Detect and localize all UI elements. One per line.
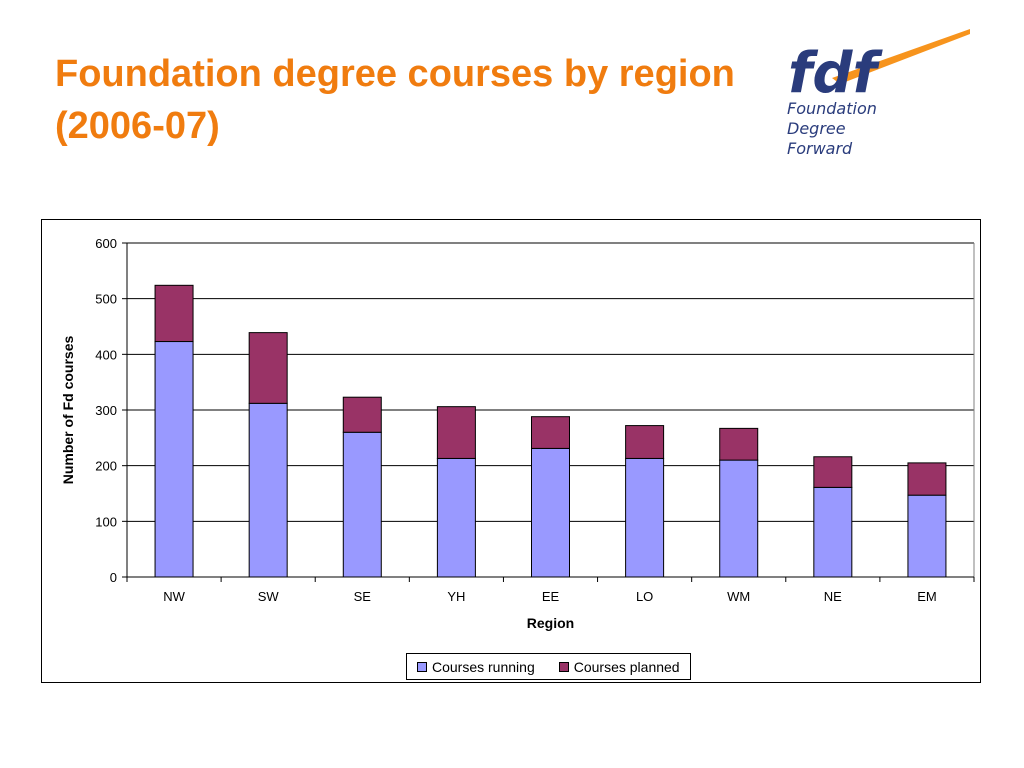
bar-lo-running — [625, 457, 665, 578]
bar-ee-planned — [531, 416, 570, 449]
bar-sw-running — [248, 402, 288, 578]
bar-lo-planned — [625, 425, 665, 459]
slide-title: Foundation degree courses by region (200… — [55, 53, 735, 147]
bar-se-planned — [342, 396, 382, 433]
y-axis-label: Number of Fd courses — [60, 336, 76, 485]
legend-item-running: Courses running — [417, 659, 535, 675]
bar-em-running — [907, 494, 947, 578]
y-tick-label: 300 — [95, 403, 117, 418]
chart-frame: 0 100 200 300 400 500 600 NW SW SE YH EE LO WM NE EM Reg… — [41, 219, 981, 683]
logo-line-2: Degree — [787, 119, 846, 138]
x-tick-label: EE — [542, 589, 560, 604]
bar-yh-running — [436, 457, 476, 578]
logo-line-3: Forward — [787, 139, 853, 158]
logo-mark: fdf — [788, 41, 883, 106]
y-tick-label: 100 — [95, 514, 117, 529]
x-tick-label: YH — [447, 589, 465, 604]
bar-wm-running — [719, 459, 759, 578]
y-tick-label: 600 — [95, 236, 117, 251]
x-tick-label: LO — [636, 589, 653, 604]
y-tick-label: 200 — [95, 459, 117, 474]
y-tick-label: 400 — [95, 347, 117, 362]
x-tick-label: SE — [354, 589, 372, 604]
y-tick-label: 500 — [95, 292, 117, 307]
logo-orange-swoosh — [832, 29, 970, 84]
x-tick-label: WM — [727, 589, 750, 604]
stacked-bar-chart: 0 100 200 300 400 500 600 NW SW SE YH EE LO WM NE EM Reg… — [60, 236, 975, 631]
x-tick-label: NW — [163, 589, 185, 604]
x-axis-label: Region — [527, 615, 574, 631]
x-tick-label: SW — [258, 589, 280, 604]
bar-nw-planned — [154, 284, 194, 343]
bar-ee-running — [531, 447, 570, 578]
bar-wm-planned — [719, 427, 759, 461]
bar-se-running — [342, 431, 382, 578]
bar-sw-planned — [248, 332, 288, 404]
legend-label-planned: Courses planned — [573, 658, 680, 675]
fdf-logo-icon: fdf — [788, 29, 970, 106]
legend-item-planned: Courses planned — [558, 658, 680, 675]
logo-text: Foundation Degree Forward — [787, 99, 877, 159]
x-tick-label: NE — [824, 589, 842, 604]
bar-ne-running — [813, 486, 853, 578]
bar-em-planned — [907, 462, 947, 496]
bar-nw-running — [154, 341, 194, 578]
legend-label-running: Courses running — [432, 658, 535, 675]
legend-swatch-planned — [558, 661, 569, 672]
bar-yh-planned — [436, 406, 476, 459]
bar-ne-planned — [813, 456, 853, 488]
chart-legend: Courses running Courses planned — [406, 653, 691, 680]
logo-line-1: Foundation — [787, 99, 877, 118]
x-tick-label: EM — [917, 589, 937, 604]
y-tick-label: 0 — [110, 570, 117, 585]
legend-swatch-running — [417, 661, 427, 672]
